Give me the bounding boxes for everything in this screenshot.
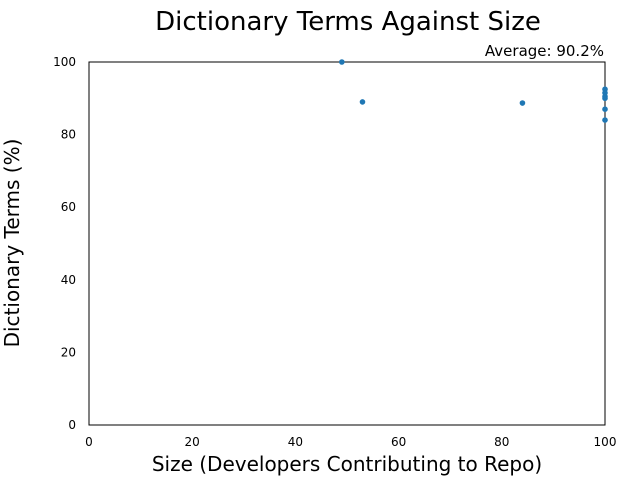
chart-title: Dictionary Terms Against Size	[155, 7, 541, 37]
data-point	[602, 117, 608, 123]
x-axis-ticks: 0 20 40 60 80 100	[85, 435, 616, 449]
y-axis-label: Dictionary Terms (%)	[0, 139, 24, 348]
x-tick-label: 60	[391, 435, 406, 449]
y-tick-label: 60	[61, 200, 76, 214]
x-tick-label: 0	[85, 435, 93, 449]
y-tick-label: 20	[61, 345, 76, 359]
average-annotation: Average: 90.2%	[485, 42, 604, 60]
data-point	[602, 95, 608, 102]
data-point	[602, 106, 608, 112]
x-axis-label: Size (Developers Contributing to Repo)	[152, 452, 542, 476]
y-tick-label: 100	[53, 55, 76, 69]
x-tick-label: 40	[288, 435, 303, 449]
y-tick-label: 40	[61, 273, 76, 287]
y-tick-label: 80	[61, 128, 76, 142]
x-tick-label: 100	[594, 435, 617, 449]
data-points	[339, 59, 608, 123]
x-tick-label: 20	[185, 435, 200, 449]
data-point	[519, 100, 526, 106]
plot-area	[88, 61, 606, 426]
x-tick-label: 80	[494, 435, 509, 449]
y-axis-ticks: 0 20 40 60 80 100	[53, 55, 76, 432]
data-point	[359, 99, 366, 105]
y-tick-label: 0	[68, 418, 76, 432]
data-point	[339, 59, 345, 65]
